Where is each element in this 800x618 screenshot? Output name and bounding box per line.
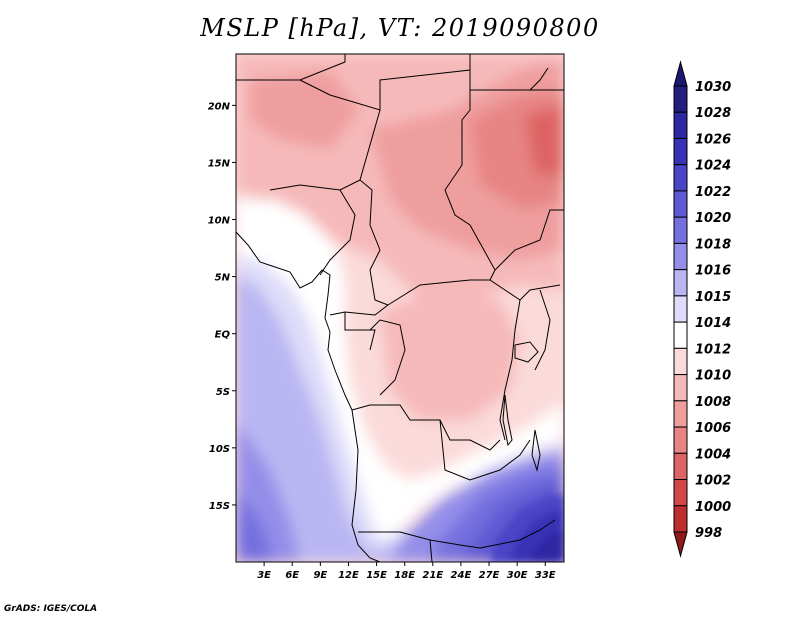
border-drc-east: [499, 299, 521, 441]
map-frame: [235, 53, 565, 563]
field-1014-band: [236, 200, 564, 550]
lat-tick-label: 10S: [209, 444, 230, 455]
colorbar-label: 1008: [695, 395, 731, 410]
lon-tick-label: 9E: [313, 570, 327, 581]
colorbar-swatch: [673, 295, 688, 323]
colorbar-label: 1006: [695, 421, 731, 436]
border-chad-libya: [444, 70, 496, 281]
border-uganda-kenya: [534, 289, 551, 371]
border-nigeria-cameroon: [369, 249, 389, 306]
lake-victoria: [514, 341, 539, 363]
colorbar-swatch: [673, 137, 688, 166]
colorbar-top-arrow: [673, 60, 688, 87]
border-niger-algeria: [299, 54, 471, 111]
colorbar-swatch: [673, 479, 688, 507]
lon-tick-label: 18E: [394, 570, 415, 581]
border-nigeria: [269, 179, 361, 276]
colorbar-label: 1026: [695, 132, 731, 147]
colorbar-swatch: [673, 321, 688, 349]
colorbar-swatch: [673, 269, 688, 297]
lon-axis: 3E 6E 9E 12E 15E 18E 21E 24E 27E 30E 33E: [257, 562, 556, 581]
lat-tick-label: 15N: [208, 158, 231, 169]
lat-tick-label: 10N: [208, 216, 231, 227]
lon-tick-label: 6E: [285, 570, 299, 581]
lon-tick-label: 21E: [422, 570, 443, 581]
pressure-field: [236, 54, 564, 562]
colorbar-label: 1012: [695, 342, 731, 357]
colorbar-label: 1016: [695, 264, 731, 279]
border-car: [387, 279, 561, 306]
lat-tick-label: 20N: [208, 101, 231, 112]
colorbar-swatch: [673, 426, 688, 454]
colorbar-label: 1002: [695, 474, 731, 489]
lon-tick-label: 24E: [451, 570, 472, 581]
field-1016: [236, 275, 564, 562]
colorbar-swatch: [673, 452, 688, 481]
field-1028: [530, 530, 564, 562]
colorbar-label: 1020: [695, 211, 731, 226]
colorbar-swatch: [673, 164, 688, 192]
border-zambia: [439, 419, 531, 481]
colorbar-swatch: [673, 216, 688, 244]
colorbar-swatch: [673, 85, 688, 113]
colorbar-label: 1022: [695, 185, 731, 200]
border-south: [429, 519, 556, 563]
lon-tick-label: 30E: [507, 570, 528, 581]
borders: [235, 54, 564, 563]
lat-tick-label: 15S: [209, 501, 230, 512]
colorbar-label: 1028: [695, 106, 731, 121]
colorbar-swatch: [673, 505, 688, 533]
field-1010-congo: [380, 290, 520, 420]
field-1020: [236, 490, 275, 562]
colorbar: 1030 1028 1026 1024 1022 1020 1018 1016 1015 1014…: [673, 60, 731, 558]
field-1008-west: [250, 70, 360, 150]
coastline: [235, 231, 381, 563]
colorbar-bottom-arrow: [673, 531, 688, 558]
colorbar-swatch: [673, 242, 688, 271]
lon-tick-label: 12E: [338, 570, 359, 581]
lon-tick-label: 15E: [366, 570, 387, 581]
lat-axis: 20N 15N 10N 5N EQ 5S 10S 15S: [208, 101, 236, 512]
field-1004-core: [525, 105, 564, 175]
map-title: MSLP [hPa], VT: 2019090800: [200, 14, 600, 42]
lat-tick-label: 5N: [215, 273, 231, 284]
border-niger: [359, 109, 381, 251]
lon-tick-label: 33E: [535, 570, 556, 581]
colorbar-swatch: [673, 111, 688, 139]
red-sea-coast: [529, 67, 549, 91]
colorbar-label: 1014: [695, 316, 731, 331]
colorbar-swatch: [673, 347, 688, 376]
colorbar-label: 1000: [695, 500, 731, 515]
colorbar-label: 1015: [695, 290, 731, 305]
border-congo: [369, 319, 406, 396]
colorbar-label: 1004: [695, 447, 731, 462]
colorbar-label: 1010: [695, 369, 731, 384]
border-sudan: [494, 209, 564, 271]
lake-tanganyika: [502, 394, 513, 447]
border-mali: [236, 54, 346, 81]
colorbar-label: 1030: [695, 80, 731, 95]
lon-tick-label: 27E: [479, 570, 500, 581]
colorbar-swatch: [673, 374, 688, 402]
colorbar-label: 1024: [695, 159, 731, 174]
border-cameroon-gabon: [329, 304, 389, 351]
colorbar-label: 1018: [695, 237, 731, 252]
lat-tick-label: 5S: [216, 387, 230, 398]
grads-credit: GrADS: IGES/COLA: [4, 604, 98, 614]
lon-tick-label: 3E: [257, 570, 271, 581]
lat-tick-label: EQ: [215, 330, 231, 341]
lake-malawi: [531, 429, 541, 472]
colorbar-swatch: [673, 400, 688, 428]
colorbar-swatch: [673, 190, 688, 218]
colorbar-label: 998: [695, 526, 722, 541]
